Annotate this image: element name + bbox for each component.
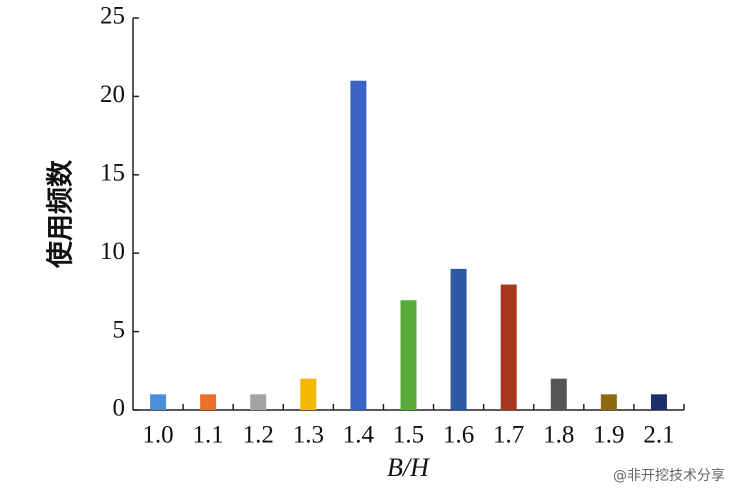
x-tick-label: 1.8 — [543, 422, 574, 449]
bar — [300, 378, 317, 410]
x-tick-label: 1.2 — [243, 422, 274, 449]
x-tick-label: 1.1 — [193, 422, 224, 449]
bar — [200, 394, 217, 410]
bar — [150, 394, 167, 410]
bar — [350, 80, 367, 410]
y-tick-label: 10 — [100, 238, 125, 265]
x-tick-label: 1.5 — [393, 422, 424, 449]
x-tick-label: 1.0 — [142, 422, 173, 449]
y-tick-label: 0 — [113, 395, 126, 422]
x-tick-label: 1.4 — [343, 422, 375, 449]
x-tick-label: 1.9 — [593, 422, 624, 449]
y-axis-label: 使用频数 — [46, 159, 77, 269]
y-tick-label: 15 — [100, 160, 125, 187]
x-tick-label: 2.1 — [643, 422, 674, 449]
bar — [500, 284, 517, 410]
y-tick-label: 5 — [113, 316, 126, 343]
watermark: @非开挖技术分享 — [613, 467, 725, 484]
x-tick-label: 1.7 — [493, 422, 524, 449]
x-tick-label: 1.3 — [293, 422, 324, 449]
bar — [550, 378, 567, 410]
bar — [450, 268, 467, 410]
x-axis-label: B/H — [387, 453, 430, 482]
bar — [600, 394, 617, 410]
y-tick-label: 20 — [100, 81, 125, 108]
y-tick-label: 25 — [100, 3, 125, 30]
bar — [650, 394, 667, 410]
bar — [250, 394, 267, 410]
bar — [400, 300, 417, 410]
x-tick-label: 1.6 — [443, 422, 474, 449]
